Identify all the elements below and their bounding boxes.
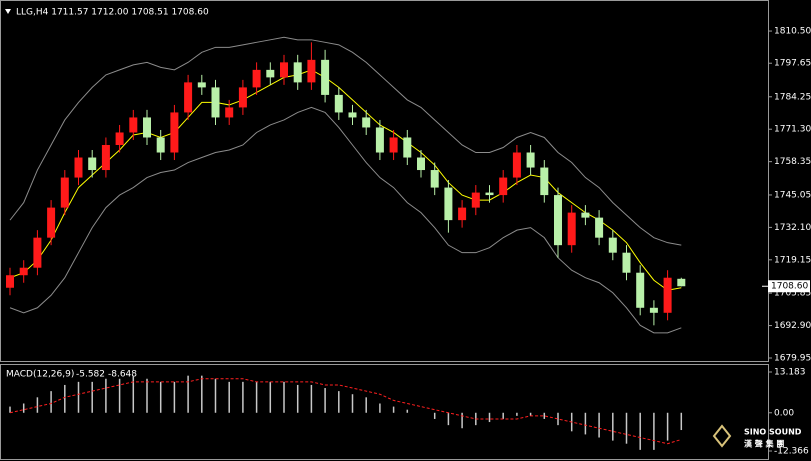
candle-body <box>554 195 562 246</box>
candle-body <box>225 107 234 118</box>
candle-body <box>362 117 371 128</box>
chart-title: LLG,H4 1711.57 1712.00 1708.51 1708.60 <box>16 8 209 18</box>
y-tick-label: 1810.50 <box>774 27 811 37</box>
candle-body <box>156 137 165 153</box>
macd-panel-border <box>0 364 769 460</box>
candle-body <box>636 272 645 308</box>
y-tick-label: 1679.95 <box>774 353 811 363</box>
candle-body <box>170 112 179 153</box>
candle-body <box>417 157 425 171</box>
candle-body <box>430 170 439 188</box>
candle-body <box>88 157 97 171</box>
candle-body <box>389 137 398 153</box>
logo-subtitle: 漢 聲 集 團 <box>744 439 784 449</box>
candle-body <box>499 177 508 196</box>
candle-body <box>74 157 83 178</box>
y-tick-label: 1784.25 <box>774 92 811 102</box>
candle-body <box>512 152 521 178</box>
candle-body <box>115 132 124 145</box>
candle-body <box>293 62 302 83</box>
logo-name: SINO SOUND <box>744 428 802 437</box>
candle-body <box>608 237 617 253</box>
candle-body <box>375 127 384 153</box>
indicator-line <box>9 69 682 291</box>
candle-body <box>677 278 686 287</box>
y-tick-label: 1758.35 <box>774 157 811 167</box>
candle-body <box>184 82 193 113</box>
candle-body <box>526 152 535 168</box>
candle-body <box>47 207 56 238</box>
candle-body <box>6 275 14 288</box>
current-price-box <box>768 280 810 293</box>
y-tick-label: 1705.85 <box>774 289 811 299</box>
candle-body <box>33 237 42 268</box>
candle-body <box>321 59 330 95</box>
logo: SINO SOUND 漢 聲 集 團 <box>712 424 802 449</box>
y-tick-label: 1745.05 <box>774 190 811 200</box>
y-tick-label: 13.183 <box>774 368 806 378</box>
candle-body <box>540 167 549 196</box>
candle-body <box>307 59 316 83</box>
candle-body <box>197 82 206 88</box>
dropdown-icon <box>5 9 11 14</box>
candle-body <box>238 87 247 108</box>
indicator-line <box>9 36 682 246</box>
candle-body <box>649 307 658 313</box>
candle-body <box>60 177 69 208</box>
candle-body <box>280 62 288 78</box>
candle-body <box>595 217 604 238</box>
candle-body <box>334 94 343 113</box>
candle-body <box>143 117 151 138</box>
candle-body <box>252 69 261 88</box>
main-panel-border <box>0 0 769 362</box>
y-tick-label: 0.00 <box>774 408 794 418</box>
candle-body <box>567 212 576 246</box>
logo-icon <box>712 424 732 448</box>
candle-body <box>19 267 28 276</box>
indicator-line <box>9 106 682 334</box>
candle-body <box>348 112 357 118</box>
candle-body <box>266 69 275 78</box>
candle-body <box>485 192 494 196</box>
current-price-label: 1708.60 <box>771 282 808 292</box>
y-tick-label: 1719.15 <box>774 255 811 265</box>
macd-main-value: -5.582 <box>76 370 105 380</box>
y-tick-label: 1797.65 <box>774 59 811 69</box>
candle-body <box>622 252 631 273</box>
y-tick-label: 1771.30 <box>774 125 811 135</box>
signal-line <box>9 378 682 445</box>
y-tick-label: 1692.90 <box>774 321 811 331</box>
candle-body <box>101 144 110 171</box>
candle-body <box>444 187 453 221</box>
candle-body <box>403 137 412 158</box>
y-tick-label: -12.366 <box>774 447 809 457</box>
y-tick-label: 1732.10 <box>774 223 811 233</box>
candle-body <box>581 212 590 218</box>
macd-signal-value: -8.648 <box>108 370 137 380</box>
candle-body <box>471 192 480 208</box>
candle-body <box>458 207 467 221</box>
candle-body <box>663 277 672 313</box>
macd-label: MACD(12,26,9) <box>6 370 74 380</box>
candle-body <box>129 117 138 133</box>
candle-body <box>211 87 220 118</box>
